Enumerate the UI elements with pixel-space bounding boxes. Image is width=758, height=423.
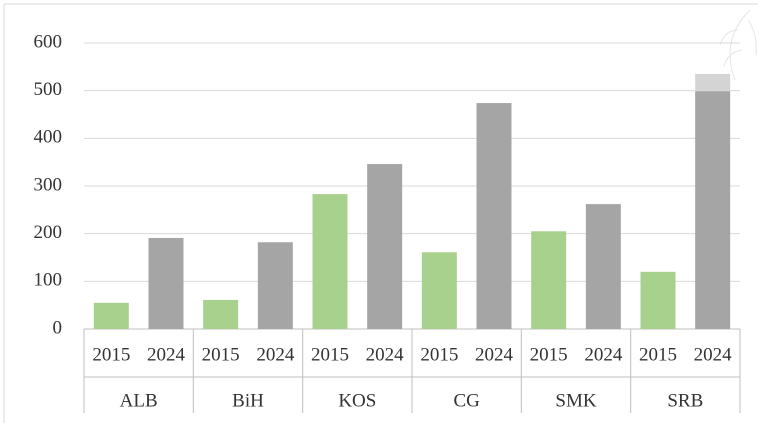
x-tick-label: 2024 bbox=[366, 344, 405, 365]
y-tick-label: 500 bbox=[34, 79, 63, 100]
y-tick-label: 100 bbox=[34, 270, 63, 291]
bar bbox=[477, 103, 512, 329]
bar bbox=[531, 231, 566, 329]
group-label: CG bbox=[453, 390, 480, 411]
y-tick-label: 200 bbox=[34, 222, 63, 243]
bar bbox=[695, 91, 730, 329]
bar bbox=[149, 238, 184, 329]
group-label: SRB bbox=[667, 390, 703, 411]
group-label: SMK bbox=[555, 390, 596, 411]
bar-overflow bbox=[695, 74, 730, 91]
x-tick-label: 2024 bbox=[475, 344, 514, 365]
bar bbox=[641, 272, 676, 329]
x-tick-label: 2024 bbox=[256, 344, 295, 365]
bar bbox=[258, 242, 293, 329]
group-label: BiH bbox=[232, 390, 264, 411]
x-tick-label: 2024 bbox=[147, 344, 186, 365]
bar bbox=[367, 164, 402, 329]
x-tick-label: 2015 bbox=[530, 344, 568, 365]
decoration bbox=[720, 10, 756, 80]
bar bbox=[203, 300, 238, 329]
x-tick-label: 2015 bbox=[639, 344, 677, 365]
group-label: ALB bbox=[120, 390, 158, 411]
x-tick-label: 2015 bbox=[420, 344, 458, 365]
y-tick-label: 300 bbox=[34, 174, 63, 195]
x-tick-label: 2015 bbox=[311, 344, 349, 365]
chart: 0 100 200 300 400 500 600 2015 2024 2015 2024 2015 2… bbox=[0, 0, 758, 423]
group-label: KOS bbox=[338, 390, 376, 411]
bar bbox=[313, 194, 348, 329]
x-tick-label: 2024 bbox=[694, 344, 733, 365]
y-tick-label: 400 bbox=[34, 127, 63, 148]
bar bbox=[94, 303, 129, 329]
bar bbox=[586, 204, 621, 329]
x-tick-label: 2015 bbox=[202, 344, 240, 365]
y-tick-label: 600 bbox=[34, 31, 63, 52]
x-tick-label: 2024 bbox=[584, 344, 623, 365]
bar bbox=[422, 252, 457, 329]
y-tick-label: 0 bbox=[53, 317, 63, 338]
page: {"chart_data": {"type": "bar", "categori… bbox=[0, 0, 758, 423]
x-tick-label: 2015 bbox=[92, 344, 130, 365]
